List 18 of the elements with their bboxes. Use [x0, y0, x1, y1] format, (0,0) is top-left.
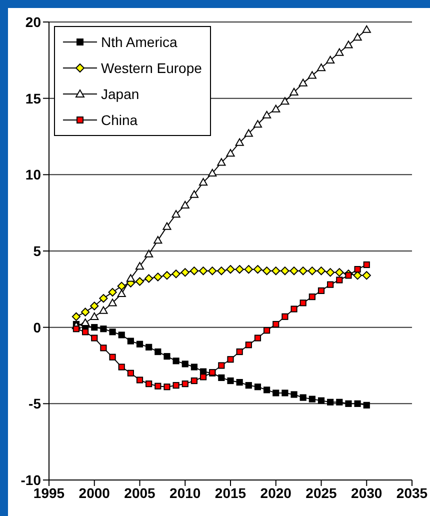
y-tick-label: 0 — [33, 319, 42, 336]
y-tick-label: 5 — [33, 242, 42, 259]
legend-label: China — [101, 112, 138, 128]
x-tick-label: 2025 — [306, 484, 338, 501]
x-tick-label: 2005 — [124, 484, 156, 501]
y-tick-label: 10 — [25, 166, 42, 183]
x-tick-label: 2030 — [351, 484, 382, 501]
x-tick-label: 2010 — [170, 484, 201, 501]
y-tick-label: 20 — [25, 14, 42, 30]
legend-label: Western Europe — [101, 60, 202, 76]
x-tick-label: 2015 — [214, 484, 246, 501]
legend-label: Nth America — [101, 34, 178, 50]
x-tick-label: 2035 — [396, 484, 428, 501]
y-tick-label: -5 — [28, 396, 42, 412]
legend-label: Japan — [101, 86, 140, 102]
x-tick-label: 2000 — [78, 484, 110, 501]
x-tick-label: 2020 — [260, 484, 292, 501]
y-tick-label: 15 — [25, 90, 42, 106]
